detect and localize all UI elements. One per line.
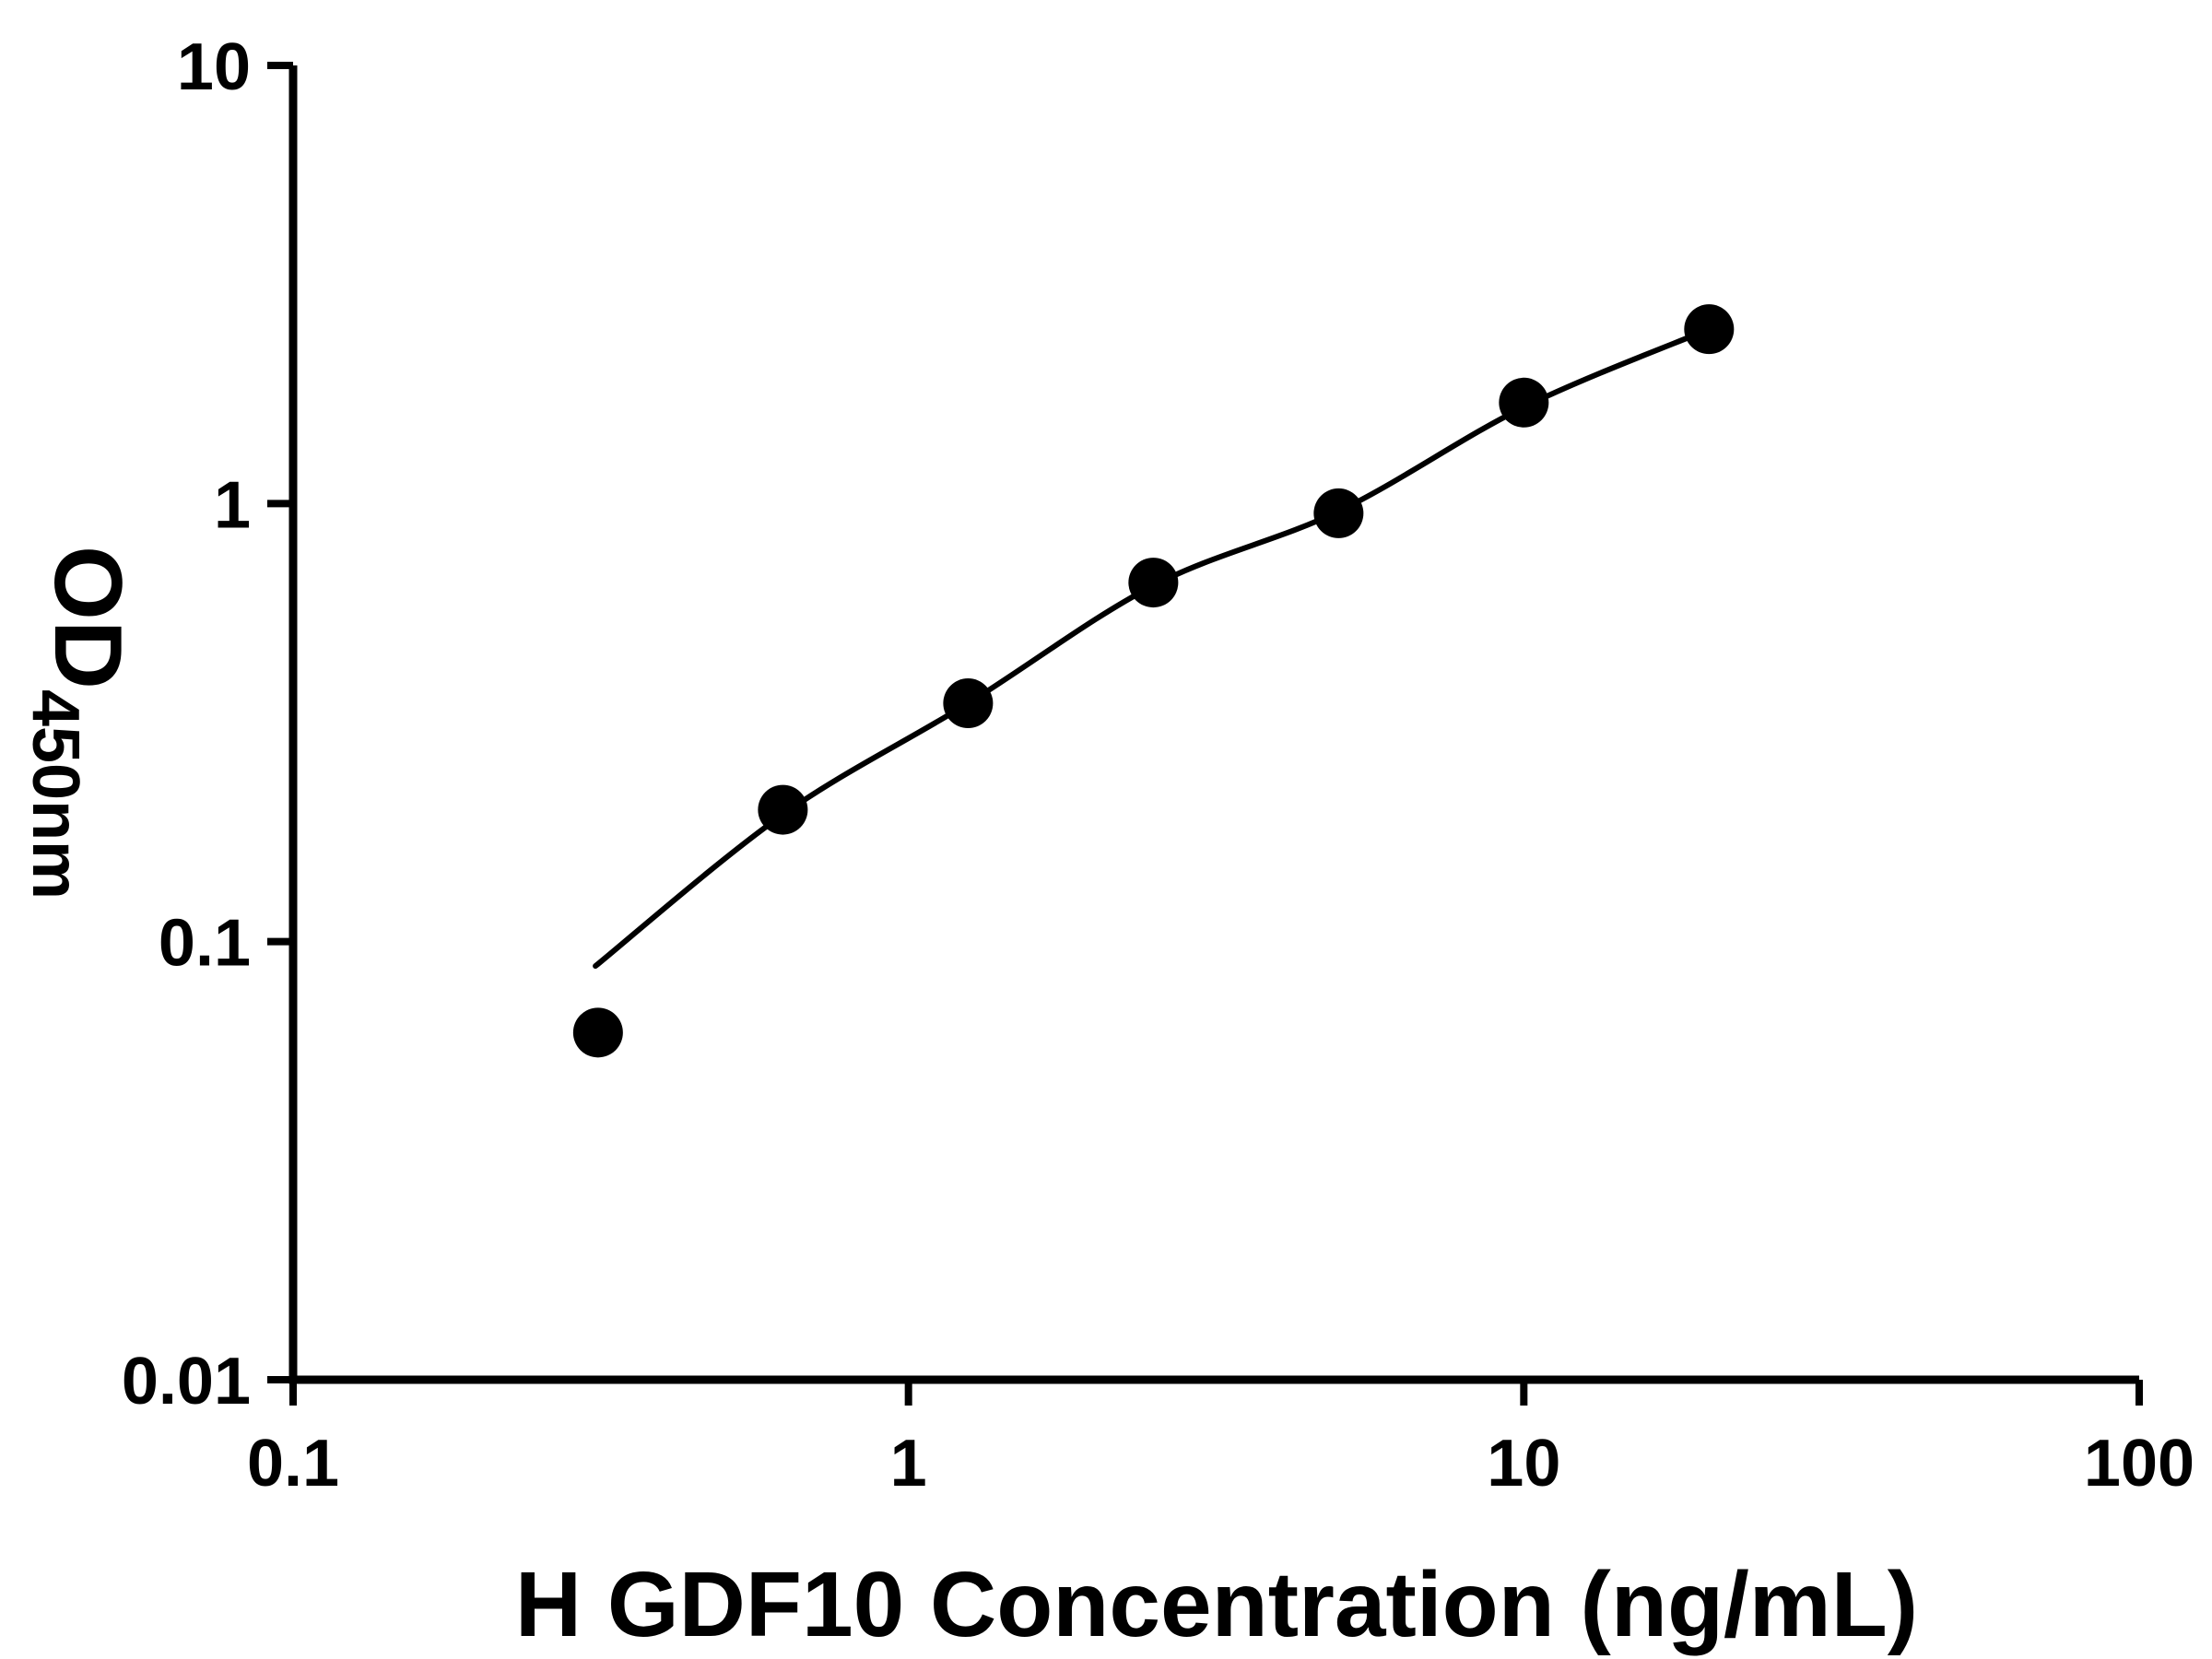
y-tick-label: 10 <box>177 30 251 104</box>
y-tick-label: 1 <box>214 468 251 542</box>
data-point <box>1684 304 1735 355</box>
y-tick-label: 0.01 <box>122 1345 251 1418</box>
y-axis-title: OD450nm <box>18 546 141 900</box>
y-axis-title-main: OD <box>34 546 141 689</box>
axes-frame <box>288 65 2139 1384</box>
x-tick-label: 1 <box>890 1427 927 1500</box>
data-point <box>572 1007 623 1058</box>
data-point <box>1313 488 1364 538</box>
y-axis-title-subscript: 450nm <box>18 689 92 900</box>
x-tick-label: 100 <box>2084 1427 2194 1500</box>
data-point <box>943 678 994 729</box>
x-tick-label: 10 <box>1487 1427 1560 1500</box>
y-tick-label: 0.1 <box>159 907 251 981</box>
x-axis-title: H GDF10 Concentration (ng/mL) <box>515 1553 1918 1656</box>
x-tick-label: 0.1 <box>247 1427 339 1500</box>
data-point <box>1499 377 1549 428</box>
data-point <box>1128 558 1179 608</box>
fit-curve <box>593 326 1712 970</box>
data-point <box>758 784 808 835</box>
